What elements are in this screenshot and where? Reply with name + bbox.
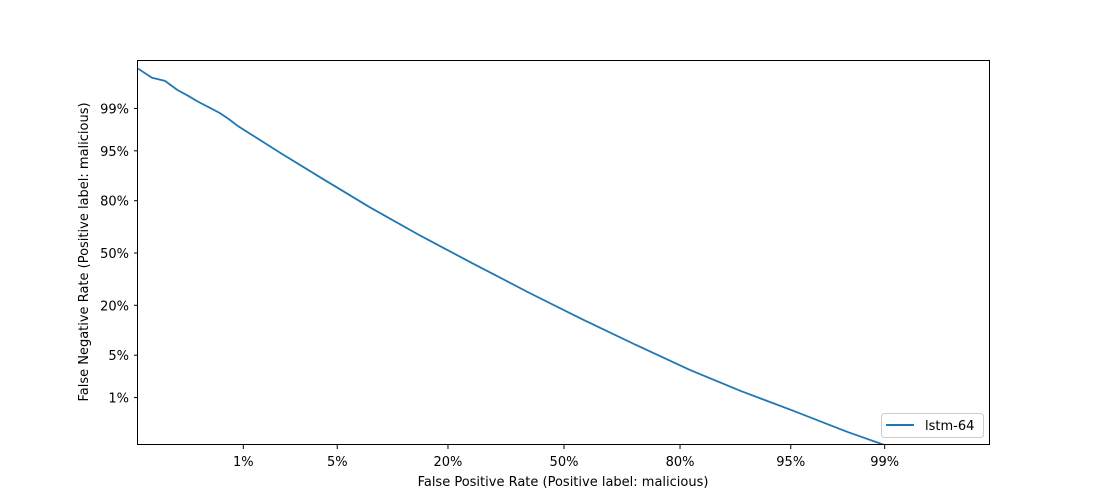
- y-tick-label: 5%: [108, 349, 129, 364]
- y-tick-label: 99%: [100, 102, 129, 117]
- y-axis-ticks: 1% 5% 20% 50% 80% 95% 99%: [100, 102, 138, 407]
- x-tick-label: 80%: [666, 455, 695, 470]
- y-tick-label: 95%: [100, 145, 129, 160]
- x-tick-label: 5%: [327, 455, 348, 470]
- x-tick-label: 99%: [870, 455, 899, 470]
- x-axis-label: False Positive Rate (Positive label: mal…: [418, 475, 709, 490]
- y-tick-label: 80%: [100, 195, 129, 210]
- legend: lstm-64: [881, 413, 984, 438]
- x-axis-ticks: 1% 5% 20% 50% 80% 95% 99%: [233, 445, 899, 470]
- y-tick-label: 20%: [100, 299, 129, 314]
- x-tick-label: 95%: [776, 455, 805, 470]
- legend-frame: [881, 413, 984, 438]
- x-tick-label: 20%: [434, 455, 463, 470]
- y-tick-label: 50%: [100, 247, 129, 262]
- y-tick-label: 1%: [108, 392, 129, 407]
- y-axis-label: False Negative Rate (Positive label: mal…: [77, 102, 92, 401]
- series-layer: [138, 67, 888, 445]
- x-tick-label: 1%: [233, 455, 254, 470]
- x-tick-label: 50%: [550, 455, 579, 470]
- series-line-lstm-64: [138, 67, 888, 445]
- legend-label: lstm-64: [925, 419, 974, 434]
